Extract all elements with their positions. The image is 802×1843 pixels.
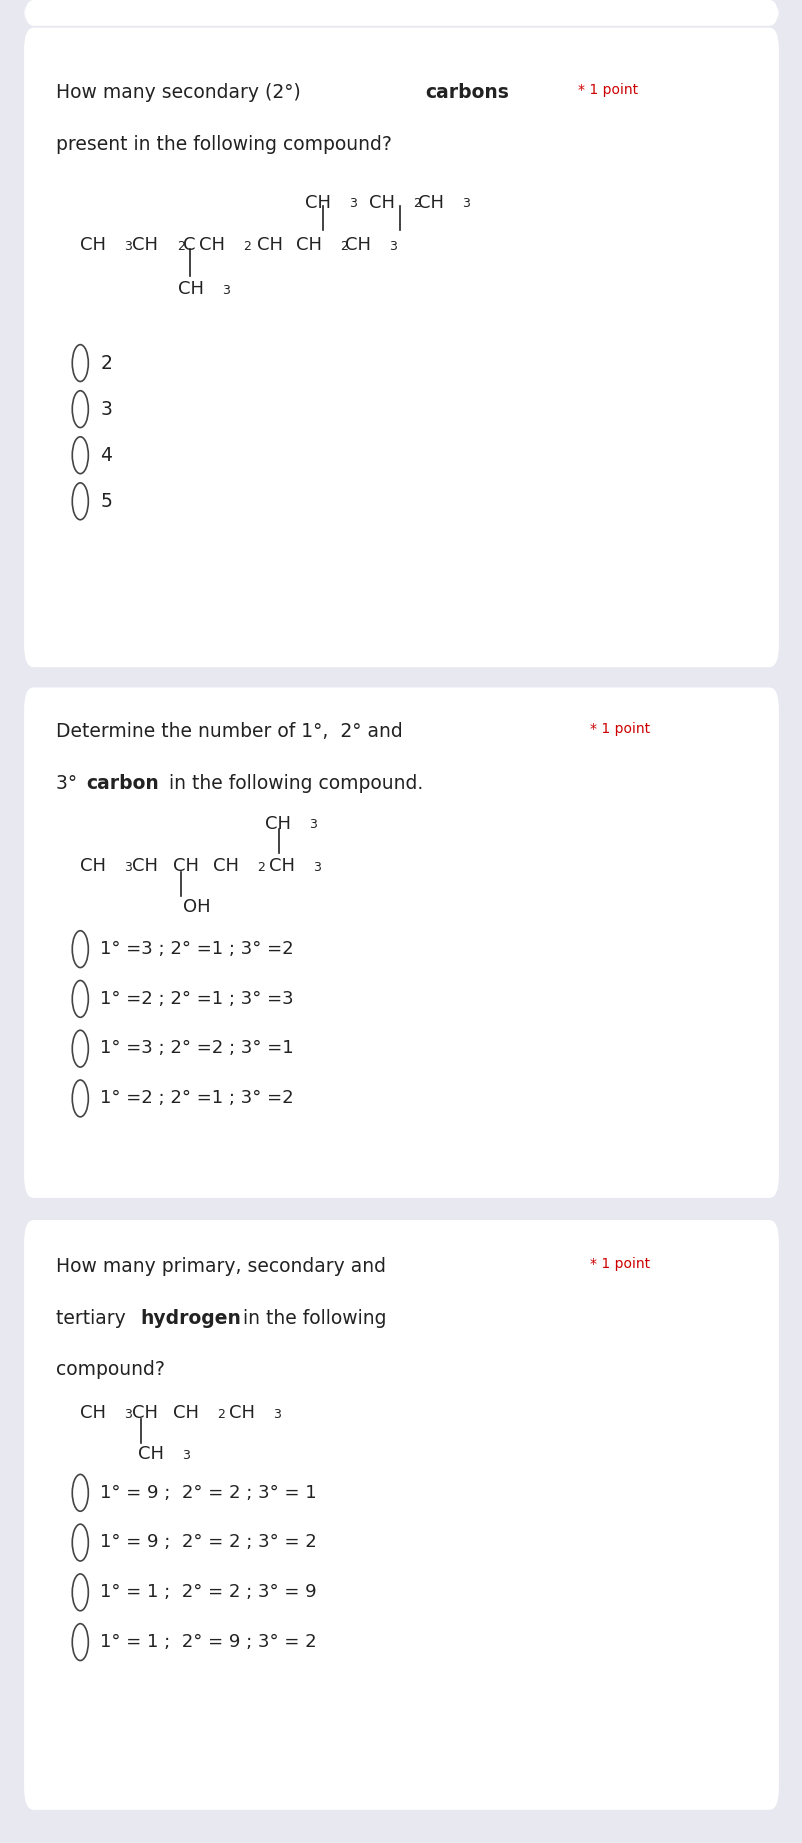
Text: 4: 4 [100, 446, 112, 464]
Text: CH: CH [138, 1445, 164, 1463]
Text: CH: CH [213, 857, 238, 875]
Text: 3: 3 [124, 1408, 132, 1421]
Text: 2: 2 [243, 240, 251, 252]
Text: 3: 3 [461, 197, 469, 210]
Text: 3: 3 [313, 861, 321, 874]
Text: CH: CH [369, 194, 395, 212]
Text: 1° =2 ; 2° =1 ; 3° =2: 1° =2 ; 2° =1 ; 3° =2 [100, 1089, 294, 1108]
Text: 3: 3 [389, 240, 397, 252]
Text: How many secondary (2°): How many secondary (2°) [56, 83, 306, 101]
Text: 3: 3 [182, 1449, 190, 1461]
Text: 3: 3 [124, 861, 132, 874]
Text: 3: 3 [222, 284, 230, 297]
Text: 5: 5 [100, 492, 112, 511]
Text: OH: OH [183, 898, 210, 916]
Text: CH: CH [257, 236, 282, 254]
Text: 3: 3 [124, 240, 132, 252]
Text: 3°: 3° [56, 774, 83, 792]
Text: Determine the number of 1°,  2° and: Determine the number of 1°, 2° and [56, 722, 403, 741]
Text: tertiary: tertiary [56, 1309, 132, 1327]
Text: 1° = 1 ;  2° = 9 ; 3° = 2: 1° = 1 ; 2° = 9 ; 3° = 2 [100, 1633, 317, 1651]
Text: in the following compound.: in the following compound. [163, 774, 423, 792]
Text: CH: CH [269, 857, 294, 875]
Text: CH: CH [80, 1404, 106, 1423]
Text: present in the following compound?: present in the following compound? [56, 135, 391, 153]
Text: CH: CH [172, 1404, 198, 1423]
Text: CH: CH [132, 857, 158, 875]
Text: 2: 2 [339, 240, 347, 252]
FancyBboxPatch shape [24, 0, 778, 26]
FancyBboxPatch shape [24, 687, 778, 1198]
Text: 2: 2 [413, 197, 421, 210]
Text: CH: CH [229, 1404, 254, 1423]
Text: CH: CH [132, 236, 158, 254]
Text: * 1 point: * 1 point [577, 83, 638, 98]
Text: 1° = 9 ;  2° = 2 ; 3° = 1: 1° = 9 ; 2° = 2 ; 3° = 1 [100, 1484, 317, 1502]
Text: C: C [183, 236, 196, 254]
Text: * 1 point: * 1 point [589, 1257, 650, 1272]
Text: CH: CH [199, 236, 225, 254]
Text: 1° =3 ; 2° =1 ; 3° =2: 1° =3 ; 2° =1 ; 3° =2 [100, 940, 294, 958]
FancyBboxPatch shape [24, 28, 778, 667]
Text: 1° =3 ; 2° =2 ; 3° =1: 1° =3 ; 2° =2 ; 3° =1 [100, 1039, 294, 1058]
Text: CH: CH [295, 236, 321, 254]
Text: carbons: carbons [425, 83, 508, 101]
Text: CH: CH [265, 815, 290, 833]
Text: 2: 2 [257, 861, 265, 874]
Text: 1° =2 ; 2° =1 ; 3° =3: 1° =2 ; 2° =1 ; 3° =3 [100, 990, 294, 1008]
Text: CH: CH [80, 236, 106, 254]
Text: in the following: in the following [237, 1309, 386, 1327]
Text: 3: 3 [349, 197, 357, 210]
Text: * 1 point: * 1 point [589, 722, 650, 737]
Text: hydrogen: hydrogen [140, 1309, 241, 1327]
Text: CH: CH [305, 194, 330, 212]
Text: CH: CH [132, 1404, 158, 1423]
FancyBboxPatch shape [24, 1220, 778, 1810]
Text: 2: 2 [217, 1408, 225, 1421]
Text: How many primary, secondary and: How many primary, secondary and [56, 1257, 386, 1275]
Text: 3: 3 [100, 400, 112, 418]
Text: CH: CH [417, 194, 443, 212]
Text: 1° = 1 ;  2° = 2 ; 3° = 9: 1° = 1 ; 2° = 2 ; 3° = 9 [100, 1583, 317, 1602]
Text: 3: 3 [273, 1408, 281, 1421]
Text: CH: CH [80, 857, 106, 875]
Text: 1° = 9 ;  2° = 2 ; 3° = 2: 1° = 9 ; 2° = 2 ; 3° = 2 [100, 1533, 317, 1552]
Text: 2: 2 [176, 240, 184, 252]
Text: CH: CH [345, 236, 371, 254]
Text: compound?: compound? [56, 1360, 165, 1379]
Text: 2: 2 [100, 354, 112, 372]
Text: CH: CH [173, 857, 199, 875]
Text: 3: 3 [309, 818, 317, 831]
Text: carbon: carbon [87, 774, 160, 792]
Text: CH: CH [178, 280, 204, 299]
